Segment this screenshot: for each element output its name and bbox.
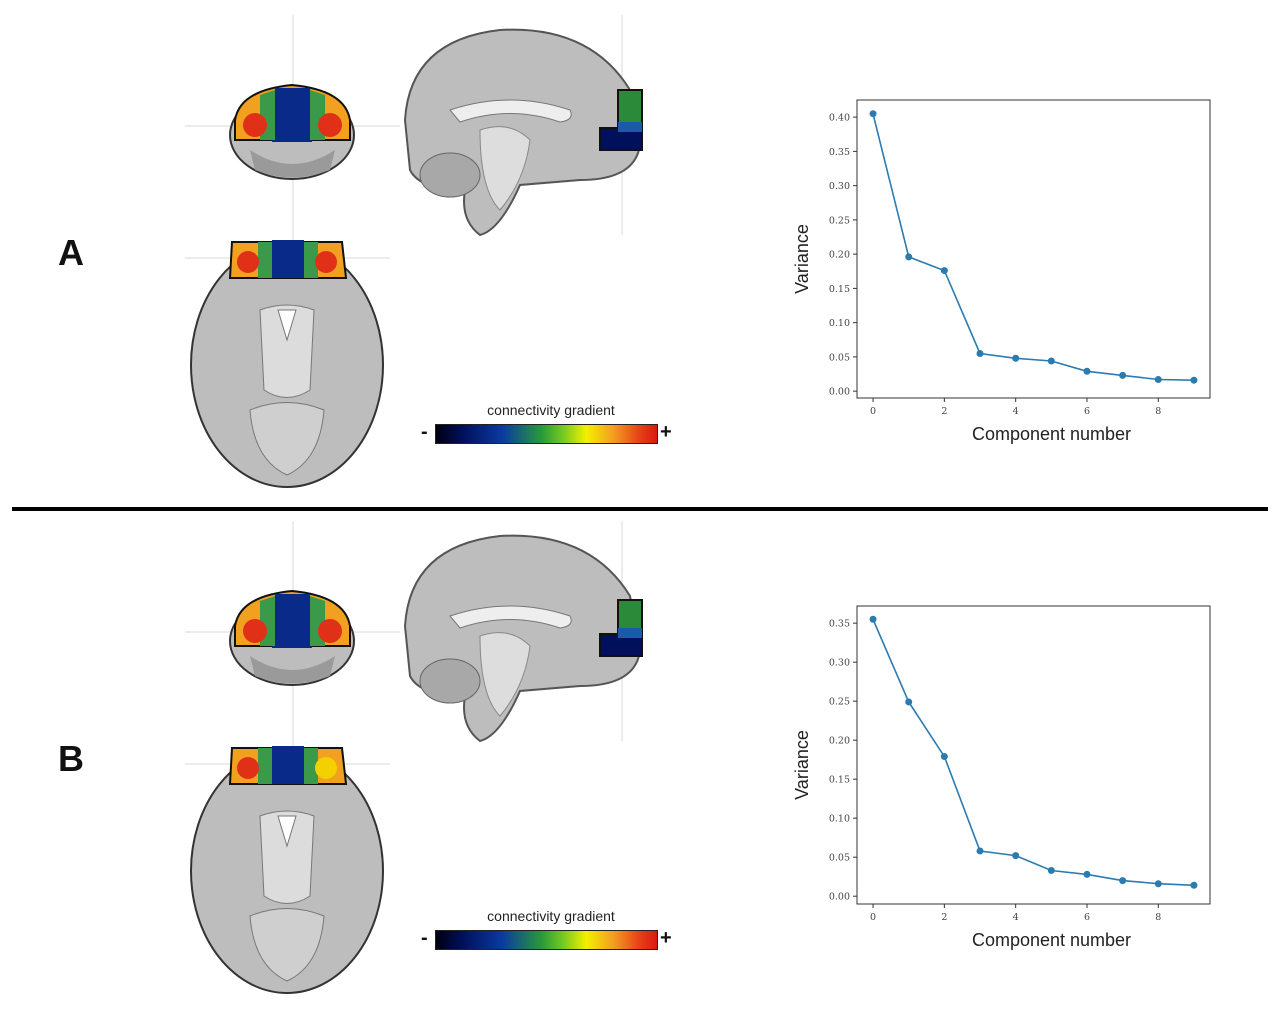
divider xyxy=(12,507,1268,511)
coronal-slice xyxy=(229,83,355,180)
y-tick-label: 0.15 xyxy=(829,775,850,786)
y-tick-label: 0.25 xyxy=(829,215,850,226)
scree-plot: 0.00 0.05 0.10 0.15 0.20 0.25 0.30 0.35 0 2 4 6 8 Com… xyxy=(780,596,1220,966)
data-point xyxy=(1119,877,1127,885)
panel-b: B xyxy=(0,506,1280,1006)
y-tick-label: 0.35 xyxy=(829,147,850,158)
scree-plot-svg: 0.00 0.05 0.10 0.15 0.20 0.25 0.30 0.35 0.40 0 2 4 6… xyxy=(792,99,1211,444)
series-line xyxy=(872,618,1195,887)
data-point xyxy=(940,753,948,761)
brain-slices xyxy=(185,521,643,994)
sagittal-slice xyxy=(403,28,643,237)
plot-frame xyxy=(856,99,1211,399)
x-tick-label: 4 xyxy=(1013,406,1019,417)
y-tick-label: 0.20 xyxy=(829,736,850,747)
colorbar-gradient xyxy=(435,930,658,950)
data-point xyxy=(905,253,913,261)
data-point xyxy=(940,267,948,275)
data-point xyxy=(976,349,984,357)
panel-letter: A xyxy=(58,232,84,273)
data-point xyxy=(1190,881,1198,889)
data-point xyxy=(869,110,877,118)
data-point xyxy=(1047,866,1055,874)
plot-frame xyxy=(856,605,1211,905)
panel-a: A xyxy=(0,0,1280,500)
x-tick-label: 2 xyxy=(941,406,947,417)
colorbar: connectivity gradient - + xyxy=(420,908,680,958)
x-tick-label: 8 xyxy=(1155,912,1161,923)
y-axis-title: Variance xyxy=(792,224,812,294)
y-tick-label: 0.30 xyxy=(829,181,850,192)
colorbar-minus: - xyxy=(421,421,428,443)
axial-slice xyxy=(190,746,384,994)
x-tick-label: 6 xyxy=(1084,406,1090,417)
brain-slices xyxy=(185,15,643,488)
data-point xyxy=(1083,367,1091,375)
colorbar-gradient xyxy=(435,424,658,444)
x-tick-label: 0 xyxy=(870,912,876,923)
scree-plot-svg: 0.00 0.05 0.10 0.15 0.20 0.25 0.30 0.35 0 2 4 6 8 Com… xyxy=(792,605,1211,950)
y-tick-label: 0.25 xyxy=(829,697,850,708)
data-point xyxy=(1012,354,1020,362)
y-tick-label: 0.05 xyxy=(829,853,850,864)
data-point xyxy=(1154,376,1162,384)
axial-slice xyxy=(190,240,384,488)
data-point xyxy=(1154,880,1162,888)
x-tick-label: 8 xyxy=(1155,406,1161,417)
colorbar-minus: - xyxy=(421,927,428,949)
colorbar-plus: + xyxy=(660,421,672,443)
y-tick-label: 0.05 xyxy=(829,352,850,363)
data-point xyxy=(976,847,984,855)
y-tick-label: 0.00 xyxy=(829,387,850,398)
x-tick-label: 4 xyxy=(1013,912,1019,923)
data-point xyxy=(1012,852,1020,860)
y-tick-label: 0.35 xyxy=(829,619,850,630)
x-tick-label: 2 xyxy=(941,912,947,923)
coronal-slice xyxy=(229,589,355,686)
sagittal-slice xyxy=(403,534,643,743)
colorbar-plus: + xyxy=(660,927,672,949)
y-tick-label: 0.30 xyxy=(829,658,850,669)
data-point xyxy=(1119,371,1127,379)
colorbar-title: connectivity gradient xyxy=(487,402,615,418)
scree-plot: 0.00 0.05 0.10 0.15 0.20 0.25 0.30 0.35 0.40 0 2 4 6… xyxy=(780,90,1220,460)
x-tick-label: 6 xyxy=(1084,912,1090,923)
y-tick-label: 0.00 xyxy=(829,892,850,903)
data-point xyxy=(1083,870,1091,878)
y-tick-label: 0.10 xyxy=(829,814,850,825)
colorbar: connectivity gradient - + xyxy=(420,402,680,452)
x-tick-label: 0 xyxy=(870,406,876,417)
series-line xyxy=(872,113,1195,381)
y-tick-label: 0.20 xyxy=(829,250,850,261)
x-axis-title: Component number xyxy=(972,424,1131,444)
data-point xyxy=(869,615,877,623)
colorbar-title: connectivity gradient xyxy=(487,908,615,924)
y-tick-label: 0.15 xyxy=(829,284,850,295)
data-point xyxy=(905,698,913,706)
panel-letter: B xyxy=(58,738,84,779)
x-axis-title: Component number xyxy=(972,930,1131,950)
data-point xyxy=(1047,357,1055,365)
y-tick-label: 0.40 xyxy=(829,113,850,124)
y-tick-label: 0.10 xyxy=(829,318,850,329)
y-axis-title: Variance xyxy=(792,730,812,800)
data-point xyxy=(1190,376,1198,384)
